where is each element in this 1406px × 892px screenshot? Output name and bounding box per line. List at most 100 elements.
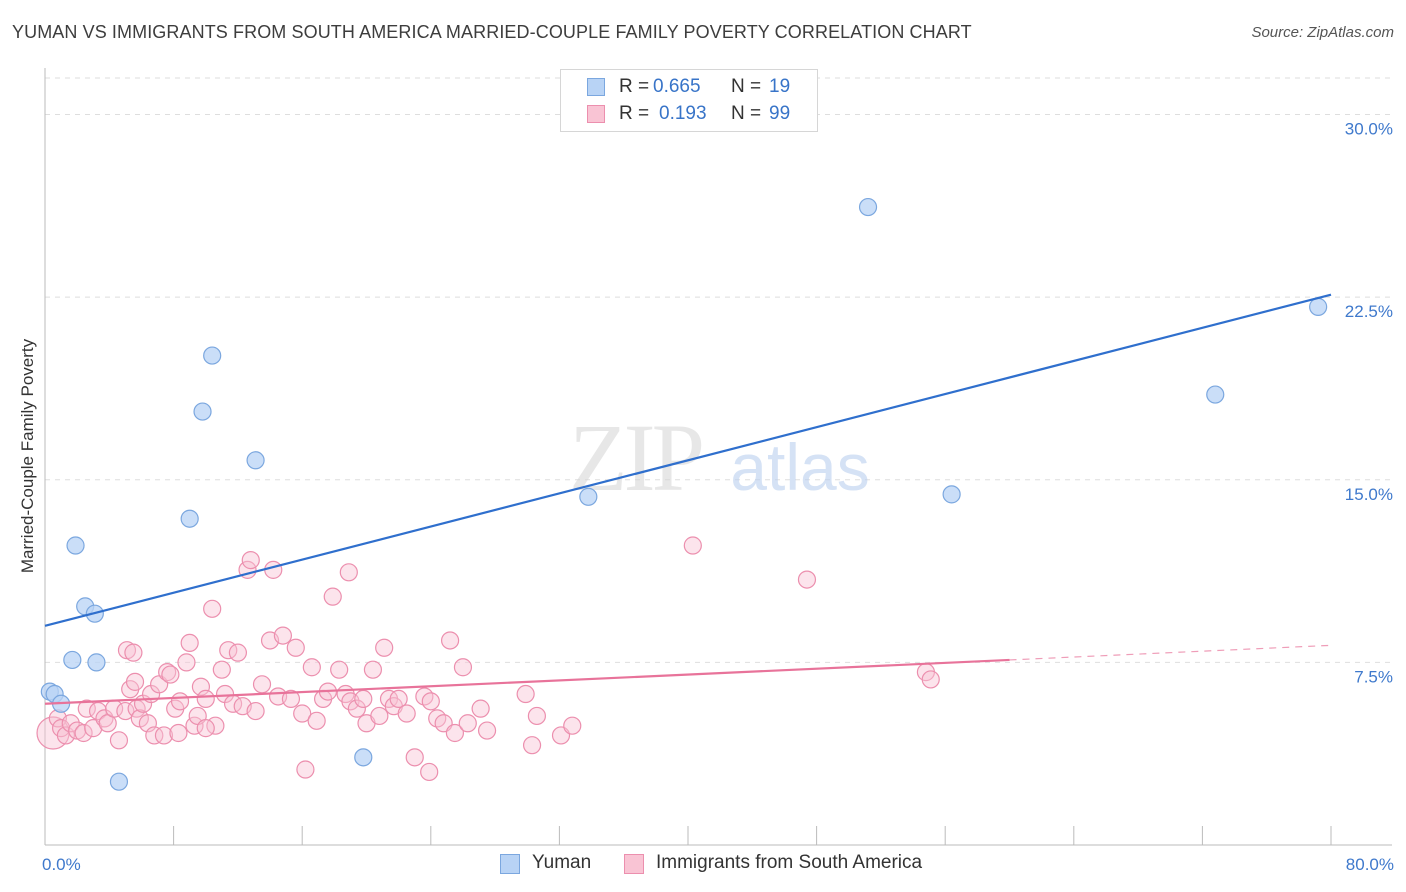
legend-swatch-immigrants bbox=[624, 854, 644, 874]
immigrants-point bbox=[228, 643, 247, 662]
yuman-point bbox=[246, 451, 265, 470]
immigrants-point bbox=[516, 684, 535, 704]
yuman-trend-line bbox=[44, 293, 1332, 627]
legend-n-value: 99 bbox=[769, 103, 791, 124]
y-axis-label: Married-Couple Family Poverty bbox=[18, 338, 37, 574]
immigrants-point bbox=[158, 663, 177, 682]
immigrants-trend-extension bbox=[1009, 644, 1332, 661]
immigrants-point bbox=[241, 551, 260, 570]
immigrants-point bbox=[161, 665, 180, 684]
immigrants-point bbox=[522, 736, 542, 755]
legend-n-label: N = bbox=[731, 103, 762, 124]
watermark: ZIP atlas bbox=[569, 404, 870, 511]
tick-labels: 7.5% 15.0% 22.5% 30.0% 0.0% 80.0% bbox=[42, 120, 1394, 874]
legend-n-label: N = bbox=[731, 76, 762, 97]
immigrants-point bbox=[124, 643, 143, 662]
immigrants-point bbox=[339, 563, 358, 582]
immigrants-point bbox=[405, 748, 424, 767]
legend-swatch-yuman bbox=[500, 854, 520, 874]
immigrants-point bbox=[61, 714, 80, 733]
source-credit: Source: ZipAtlas.com bbox=[1251, 24, 1394, 41]
y-tick-label: 22.5% bbox=[1345, 302, 1393, 321]
immigrants-point bbox=[177, 653, 196, 672]
immigrants-point bbox=[203, 599, 222, 618]
x-tick-label-max: 80.0% bbox=[1346, 855, 1394, 874]
immigrants-point bbox=[281, 689, 301, 709]
immigrants-point bbox=[246, 701, 265, 721]
immigrants-point bbox=[116, 701, 135, 721]
immigrants-point bbox=[296, 760, 315, 779]
immigrants-point bbox=[421, 692, 440, 711]
yuman-point bbox=[579, 487, 598, 506]
immigrants-point bbox=[252, 675, 272, 694]
yuman-point bbox=[354, 748, 373, 767]
legend-r-label: R = bbox=[619, 76, 650, 97]
yuman-point bbox=[193, 402, 212, 421]
yuman-point bbox=[180, 509, 199, 528]
immigrants-point bbox=[471, 699, 490, 718]
immigrants-point bbox=[330, 660, 349, 679]
immigrants-point bbox=[273, 626, 293, 645]
series-immigrants-points bbox=[36, 536, 940, 782]
legend-swatch-immigrants bbox=[587, 105, 605, 123]
immigrants-point bbox=[363, 660, 383, 679]
yuman-point bbox=[858, 197, 878, 217]
yuman-point bbox=[63, 650, 82, 670]
immigrants-point bbox=[170, 692, 190, 711]
immigrants-point bbox=[77, 699, 96, 718]
immigrants-point bbox=[95, 709, 114, 728]
y-tick-label: 15.0% bbox=[1345, 485, 1393, 504]
immigrants-point bbox=[527, 706, 546, 726]
immigrants-point bbox=[169, 723, 188, 743]
legend-swatch-yuman bbox=[587, 78, 605, 96]
y-tick-label: 30.0% bbox=[1345, 120, 1393, 139]
yuman-point bbox=[942, 485, 961, 504]
immigrants-point bbox=[293, 704, 312, 723]
legend-r-value: 0.193 bbox=[659, 103, 707, 124]
immigrants-point bbox=[347, 699, 366, 718]
axes bbox=[44, 68, 1392, 846]
immigrants-point bbox=[563, 716, 582, 735]
immigrants-point bbox=[477, 721, 497, 740]
yuman-point bbox=[1206, 385, 1225, 404]
immigrants-point bbox=[370, 706, 389, 726]
immigrants-point bbox=[74, 723, 93, 743]
immigrants-point bbox=[683, 536, 702, 555]
immigrants-point bbox=[264, 560, 283, 579]
immigrants-point bbox=[154, 726, 174, 745]
immigrants-point bbox=[302, 658, 321, 677]
immigrants-point bbox=[445, 723, 465, 743]
legend-r-label: R = bbox=[619, 103, 650, 124]
immigrants-point bbox=[389, 689, 408, 709]
immigrants-point bbox=[196, 689, 215, 709]
legend-r-value: 0.665 bbox=[653, 76, 701, 97]
immigrants-point bbox=[185, 716, 204, 735]
immigrants-point bbox=[286, 638, 305, 657]
legend-n-value: 19 bbox=[769, 76, 791, 97]
yuman-point bbox=[203, 346, 222, 365]
immigrants-point bbox=[453, 658, 473, 677]
immigrants-point bbox=[109, 731, 129, 750]
correlation-legend: R = 0.665 N = 19 R = 0.193 N = 99 bbox=[560, 69, 818, 132]
yuman-point bbox=[109, 772, 129, 791]
chart-title: YUMAN VS IMMIGRANTS FROM SOUTH AMERICA M… bbox=[12, 22, 972, 42]
y-tick-label: 7.5% bbox=[1354, 667, 1393, 686]
immigrants-point bbox=[420, 762, 439, 782]
legend-label-immigrants: Immigrants from South America bbox=[656, 852, 923, 873]
immigrants-point bbox=[440, 631, 460, 650]
yuman-point bbox=[87, 653, 106, 672]
immigrants-point bbox=[921, 670, 940, 689]
x-tick-label-min: 0.0% bbox=[42, 855, 81, 874]
immigrants-point bbox=[458, 714, 477, 733]
series-yuman-points bbox=[40, 197, 1328, 791]
immigrants-point bbox=[180, 633, 199, 653]
immigrants-point bbox=[196, 719, 215, 738]
immigrants-point bbox=[307, 711, 326, 730]
legend-label-yuman: Yuman bbox=[532, 852, 592, 873]
immigrants-point bbox=[323, 587, 342, 606]
immigrants-point bbox=[145, 726, 164, 745]
yuman-point bbox=[1309, 297, 1328, 316]
immigrants-point bbox=[375, 638, 394, 657]
immigrants-point bbox=[212, 660, 231, 679]
